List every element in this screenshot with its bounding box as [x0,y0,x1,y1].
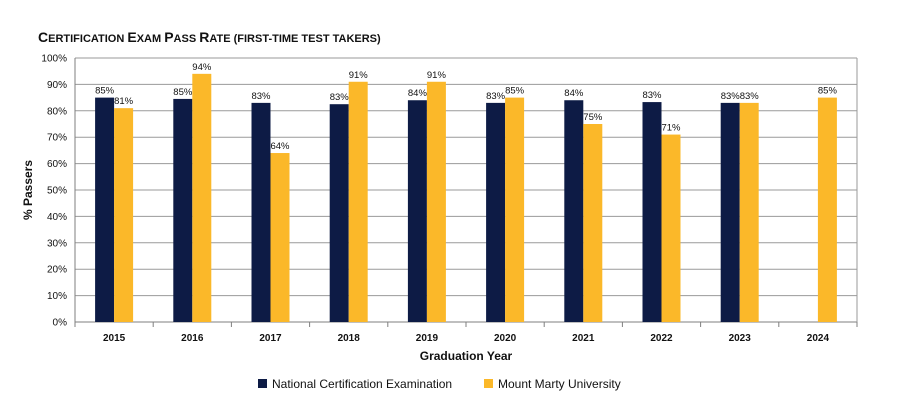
y-tick-label: 80% [47,106,67,117]
bar-mount-marty [426,81,446,322]
data-label: 83% [721,91,741,102]
y-tick-label: 60% [47,159,67,170]
x-category-label: 2023 [729,333,752,344]
bar-national [486,102,506,322]
data-label: 85% [505,86,525,97]
chart-title-part: P [164,29,173,45]
bar-mount-marty [661,134,681,322]
data-label: 83% [740,91,760,102]
x-category-label: 2017 [259,333,282,344]
legend-label: National Certification Examination [272,377,452,391]
chart-title-part: ASS [174,33,200,45]
x-axis-categories: 2015 2016 2017 2018 2019 2020 2021 2022 2023 2024 [74,322,858,344]
legend-swatch-mount-marty [484,379,493,388]
chart-title-part: XAM [137,33,165,45]
x-category-label: 2024 [807,333,830,344]
chart-title-part: (FIRST-TIME TEST TAKERS) [234,33,381,45]
chart-title-part: ERTIFICATION [48,33,127,45]
bar-mount-marty [583,124,603,322]
x-category-label: 2015 [103,333,126,344]
bar-mount-marty [505,97,525,322]
data-labels: 85%81%85%94%83%64%83%91%84%91%83% 85% 84%7… [95,62,837,152]
chart-title-part: E [127,29,136,45]
y-tick-label: 70% [47,133,67,144]
y-tick-label: 10% [47,291,67,302]
data-label: 85% [173,87,193,98]
bar-national [564,100,584,323]
chart-title-part: C [38,29,48,45]
data-label: 83% [486,91,506,102]
bar-mount-marty [739,102,759,322]
x-axis-title: Graduation Year [420,349,513,363]
bar-national [173,98,193,322]
data-label: 75% [583,112,603,123]
bar-national [720,102,740,322]
y-tick-label: 50% [47,186,67,197]
bar-national [642,102,662,322]
data-label: 83% [330,92,350,103]
y-tick-label: 40% [47,212,67,223]
x-category-label: 2018 [338,333,361,344]
data-label: 85% [95,86,115,97]
bar-mount-marty [348,81,368,322]
chart-title: CERTIFICATION EXAM PASS RATE (FIRST-TIME… [38,29,381,45]
bar-national [95,97,115,322]
x-category-label: 2016 [181,333,204,344]
x-category-label: 2021 [572,333,595,344]
legend-swatch-national [258,379,267,388]
data-label: 84% [564,88,584,99]
data-label: 85% [818,86,838,97]
bar-mount-marty [270,153,290,322]
data-label: 94% [192,62,212,73]
y-tick-label: 30% [47,238,67,249]
bar-mount-marty [114,108,134,322]
x-category-label: 2020 [494,333,517,344]
y-tick-label: 20% [47,265,67,276]
bar-national [407,100,427,323]
bar-mount-marty [192,73,212,322]
chart-title-part: R [199,29,209,45]
y-tick-label: 90% [47,80,67,91]
legend-label: Mount Marty University [498,377,621,391]
data-label: 71% [661,123,681,134]
data-label: 83% [642,90,662,101]
x-category-label: 2019 [416,333,439,344]
data-label: 81% [114,96,134,107]
bar-national [251,102,271,322]
y-tick-label: 0% [53,318,68,329]
y-tick-label: 100% [41,54,67,65]
data-label: 91% [427,70,447,81]
chart-title-part: ATE [209,33,233,45]
bars [95,73,837,323]
y-axis-title: % Passers [21,160,35,220]
data-label: 91% [349,70,369,81]
data-label: 84% [408,88,428,99]
legend: National Certification Examination Mount … [258,377,621,391]
data-label: 64% [270,141,290,152]
y-axis-ticks: 0% 10% 20% 30% 40% 50% 60% 70% 80% 90% 100% [41,54,67,329]
x-category-label: 2022 [650,333,673,344]
data-label: 83% [251,91,271,102]
bar-national [329,104,349,322]
bar-mount-marty [817,97,837,322]
